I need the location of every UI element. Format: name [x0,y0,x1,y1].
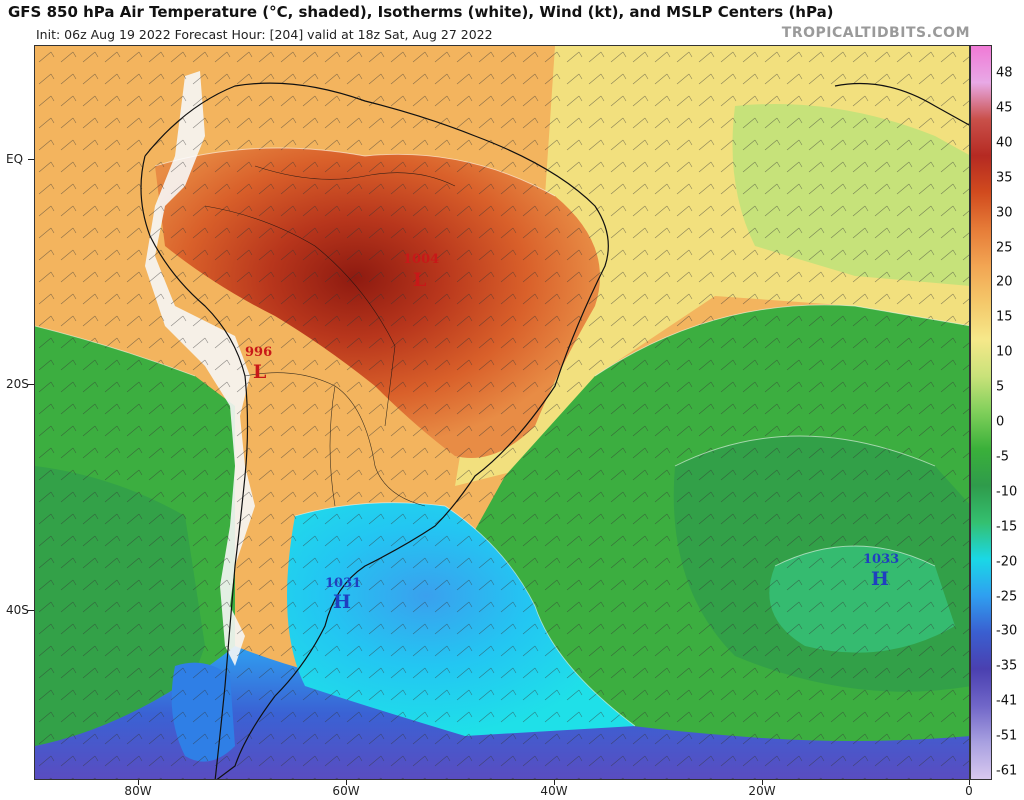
colorbar-tick-label: 48 [996,65,1013,81]
lon-label-40w: 40W [540,784,568,798]
colorbar-tick-label: 10 [996,344,1013,360]
chart-subtitle: Init: 06z Aug 19 2022 Forecast Hour: [20… [36,27,493,42]
temperature-colorbar [970,45,992,780]
lon-label-60w: 60W [332,784,360,798]
lat-label-20s: 20S [6,377,29,391]
colorbar-tick-label: 15 [996,309,1013,325]
colorbar-tick-label: 25 [996,240,1013,255]
coastlines [140,82,969,779]
lon-label-80w: 80W [124,784,152,798]
low-symbol: L [413,269,426,291]
colorbar-tick-label: -61 [996,763,1018,779]
colorbar-tick-label: -35 [996,658,1018,674]
lon-tick [554,780,555,785]
lon-label-0: 0 [965,784,973,798]
low-center-brazil: 1004 L [403,252,439,291]
colorbar-tick-label: -10 [996,484,1018,500]
colorbar-tick-label: 30 [996,205,1013,221]
lat-tick [28,159,34,160]
lat-label-40s: 40S [6,603,29,617]
lon-tick [346,780,347,785]
pressure-value: 996 [245,345,272,360]
pressure-value: 1033 [863,552,899,567]
pressure-value: 1004 [403,252,439,267]
site-credit: TROPICALTIDBITS.COM [781,25,970,41]
lat-tick [28,610,34,611]
colorbar-tick-label: -5 [996,449,1009,465]
colorbar-tick-label: -30 [996,623,1018,639]
colorbar-tick-label: 0 [996,414,1005,430]
lon-tick [138,780,139,785]
high-symbol: H [333,591,351,613]
lat-label-eq: EQ [6,152,24,166]
country-borders [204,165,456,507]
colorbar-tick-label: -41 [996,693,1018,709]
chart-title: GFS 850 hPa Air Temperature (°C, shaded)… [8,3,834,21]
colorbar-tick-label: 20 [996,274,1013,290]
low-symbol: L [253,361,266,383]
colorbar-tick-label: 45 [996,100,1013,116]
colorbar-tick-label: -51 [996,728,1018,744]
temperature-map: 1004 L 996 L 1031 H 1033 H [35,46,969,779]
map-panel: 1004 L 996 L 1031 H 1033 H [34,45,970,780]
high-center-atlantic: 1033 H [863,552,899,590]
wind-barbs [35,46,969,779]
lat-tick [28,384,34,385]
low-center-andes: 996 L [245,345,272,383]
colorbar-tick-label: 40 [996,135,1013,151]
colorbar-tick-label: 35 [996,170,1013,186]
colorbar-tick-label: -15 [996,519,1018,535]
colorbar-tick-label: -20 [996,554,1018,570]
pressure-value: 1031 [325,576,361,591]
colorbar-tick-label: -25 [996,589,1018,604]
lon-tick [969,780,970,785]
high-center-argentina: 1031 H [325,576,361,613]
lon-label-20w: 20W [748,784,776,798]
lon-tick [762,780,763,785]
isotherm-lines [35,147,969,727]
high-symbol: H [871,568,889,590]
colorbar-tick-label: 5 [996,379,1005,395]
